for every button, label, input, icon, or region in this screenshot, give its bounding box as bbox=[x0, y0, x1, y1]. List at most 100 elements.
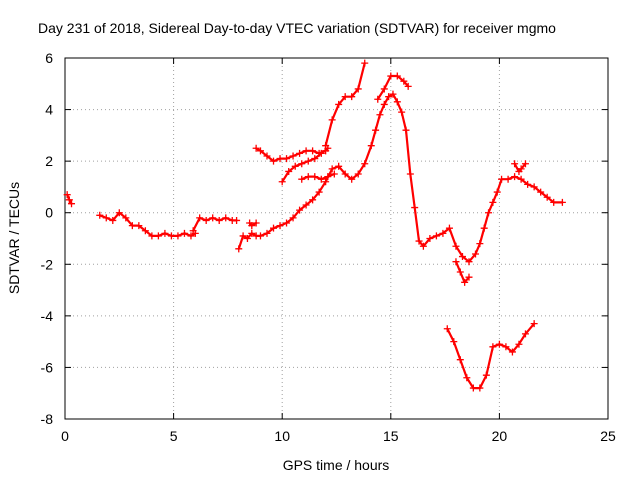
data-point bbox=[521, 160, 529, 168]
data-point bbox=[432, 232, 440, 240]
data-point bbox=[256, 147, 264, 155]
y-tick-label: 4 bbox=[45, 102, 53, 118]
data-point bbox=[376, 111, 384, 119]
data-point bbox=[248, 222, 256, 230]
data-point bbox=[456, 268, 464, 276]
data-point bbox=[537, 188, 545, 196]
data-point bbox=[354, 170, 362, 178]
data-point bbox=[276, 222, 284, 230]
data-point bbox=[263, 152, 271, 160]
data-point bbox=[317, 175, 325, 183]
series-line-12 bbox=[446, 322, 536, 390]
data-point bbox=[311, 173, 319, 181]
data-point bbox=[445, 224, 453, 232]
data-point bbox=[322, 142, 330, 150]
data-point bbox=[443, 325, 451, 333]
data-point bbox=[298, 160, 306, 168]
data-point bbox=[317, 149, 325, 157]
x-tick-label: 5 bbox=[170, 428, 178, 444]
data-point bbox=[122, 214, 130, 222]
data-point bbox=[498, 175, 506, 183]
data-point bbox=[291, 162, 299, 170]
data-point bbox=[341, 93, 349, 101]
data-point bbox=[439, 229, 447, 237]
grid bbox=[65, 58, 608, 419]
x-tick-label: 0 bbox=[61, 428, 69, 444]
data-point bbox=[263, 229, 271, 237]
data-point bbox=[550, 198, 558, 206]
series-line-10 bbox=[454, 260, 471, 284]
data-point bbox=[209, 214, 217, 222]
data-point bbox=[148, 232, 156, 240]
y-tick-label: -8 bbox=[41, 411, 54, 427]
y-tick-label: -4 bbox=[41, 308, 54, 324]
data-point bbox=[517, 165, 525, 173]
data-point bbox=[270, 157, 278, 165]
y-tick-label: 6 bbox=[45, 50, 53, 66]
data-point bbox=[426, 235, 434, 242]
data-point bbox=[530, 183, 538, 191]
data-point bbox=[415, 237, 423, 245]
x-tick-label: 25 bbox=[600, 428, 616, 444]
data-point bbox=[480, 224, 488, 232]
data-point bbox=[189, 227, 197, 235]
data-point bbox=[485, 209, 493, 217]
data-point bbox=[450, 338, 458, 346]
data-point bbox=[521, 330, 529, 338]
data-point bbox=[298, 175, 306, 183]
series-group bbox=[63, 59, 566, 392]
data-point bbox=[502, 343, 510, 351]
y-tick-label: -2 bbox=[41, 256, 54, 272]
data-point bbox=[252, 144, 260, 152]
data-point bbox=[285, 167, 293, 175]
data-point bbox=[380, 85, 388, 93]
data-point bbox=[215, 216, 223, 224]
data-point bbox=[222, 214, 230, 222]
data-point bbox=[389, 90, 397, 98]
data-point bbox=[400, 77, 408, 85]
data-point bbox=[328, 165, 336, 173]
data-point bbox=[233, 216, 241, 224]
data-point bbox=[102, 214, 110, 222]
data-point bbox=[530, 320, 538, 328]
data-point bbox=[361, 160, 369, 168]
series-line-1 bbox=[98, 211, 197, 237]
data-point bbox=[402, 126, 410, 134]
data-point bbox=[511, 173, 519, 181]
data-point bbox=[296, 149, 304, 157]
data-point bbox=[289, 152, 297, 160]
data-point bbox=[372, 126, 380, 134]
data-point bbox=[154, 232, 162, 240]
series-line-3 bbox=[237, 93, 564, 263]
data-point bbox=[472, 250, 480, 258]
data-point bbox=[196, 214, 204, 222]
data-point bbox=[348, 93, 356, 101]
data-point bbox=[341, 170, 349, 178]
data-point bbox=[404, 82, 412, 90]
data-point bbox=[128, 222, 136, 230]
data-point bbox=[335, 100, 343, 108]
data-point bbox=[161, 229, 169, 237]
data-point bbox=[463, 374, 471, 382]
data-point bbox=[354, 85, 362, 93]
series-line-11 bbox=[513, 162, 527, 173]
data-point bbox=[495, 340, 503, 348]
data-point bbox=[461, 278, 469, 286]
data-point bbox=[322, 178, 330, 186]
data-point bbox=[398, 108, 406, 116]
data-point bbox=[361, 59, 369, 67]
data-point bbox=[517, 175, 525, 183]
data-point bbox=[248, 229, 256, 237]
x-tick-label: 10 bbox=[274, 428, 290, 444]
data-point bbox=[465, 258, 473, 266]
data-point bbox=[524, 180, 532, 188]
data-point bbox=[406, 170, 414, 178]
plot-frame bbox=[64, 57, 609, 420]
data-point bbox=[456, 356, 464, 364]
data-point bbox=[302, 201, 310, 209]
data-point bbox=[482, 371, 490, 379]
data-point bbox=[367, 142, 375, 150]
x-axis-label: GPS time / hours bbox=[283, 457, 390, 473]
data-point bbox=[141, 227, 149, 235]
